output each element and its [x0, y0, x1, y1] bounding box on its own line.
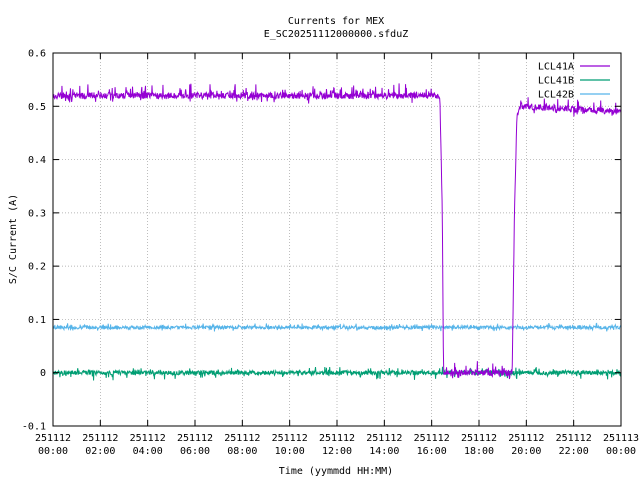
x-tick-date: 251112 [177, 433, 213, 444]
x-tick-time: 20:00 [511, 446, 541, 457]
y-tick-label: 0.6 [28, 49, 46, 60]
x-tick-date: 251112 [508, 433, 544, 444]
y-tick-label: 0.5 [28, 102, 46, 113]
x-tick-time: 22:00 [559, 446, 589, 457]
x-tick-time: 12:00 [322, 446, 352, 457]
y-tick-label: 0.1 [28, 315, 46, 326]
series-line-lcl42b [52, 322, 622, 332]
x-tick-time: 08:00 [227, 446, 257, 457]
chart-subtitle: E_SC20251112000000.sfduZ [264, 29, 409, 40]
x-tick-time: 06:00 [180, 446, 210, 457]
x-tick-date: 251112 [461, 433, 497, 444]
series-line-lcl41b [52, 366, 622, 381]
x-tick-time: 18:00 [464, 446, 494, 457]
legend-label: LCL41B [538, 76, 574, 87]
y-tick-label: 0.3 [28, 208, 46, 219]
y-tick-label: 0.4 [28, 155, 46, 166]
x-axis-ticks: 251112 00:00 251112 02:00 251112 04:00 251112 0… [35, 53, 639, 457]
y-tick-label: -0.1 [22, 422, 46, 433]
y-axis-ticks: -0.1 0 0.1 0.2 0.3 0.4 0.5 0.6 [22, 49, 621, 433]
x-tick-date: 251112 [366, 433, 402, 444]
x-tick-time: 10:00 [275, 446, 305, 457]
x-tick-time: 00:00 [38, 446, 68, 457]
x-tick-date: 251112 [272, 433, 308, 444]
y-axis-label: S/C Current (A) [8, 194, 19, 284]
x-axis-label: Time (yymmdd HH:MM) [279, 466, 393, 477]
x-tick-time: 00:00 [606, 446, 636, 457]
legend: LCL41A LCL41B LCL42B [538, 62, 610, 101]
x-tick-time: 14:00 [369, 446, 399, 457]
data-traces [52, 83, 622, 381]
x-tick-date: 251112 [556, 433, 592, 444]
x-tick-date: 251112 [130, 433, 166, 444]
y-tick-label: 0.2 [28, 262, 46, 273]
x-tick-time: 02:00 [85, 446, 115, 457]
x-tick-date: 251113 [603, 433, 639, 444]
legend-label: LCL41A [538, 62, 574, 73]
x-tick-date: 251112 [224, 433, 260, 444]
x-tick-date: 251112 [82, 433, 118, 444]
x-tick-date: 251112 [319, 433, 355, 444]
x-tick-time: 04:00 [133, 446, 163, 457]
y-tick-label: 0 [40, 368, 46, 379]
x-tick-date: 251112 [414, 433, 450, 444]
x-tick-time: 16:00 [417, 446, 447, 457]
legend-label: LCL42B [538, 90, 574, 101]
chart-title: Currents for MEX [288, 16, 384, 27]
series-line-lcl41a [52, 83, 622, 380]
x-tick-date: 251112 [35, 433, 71, 444]
